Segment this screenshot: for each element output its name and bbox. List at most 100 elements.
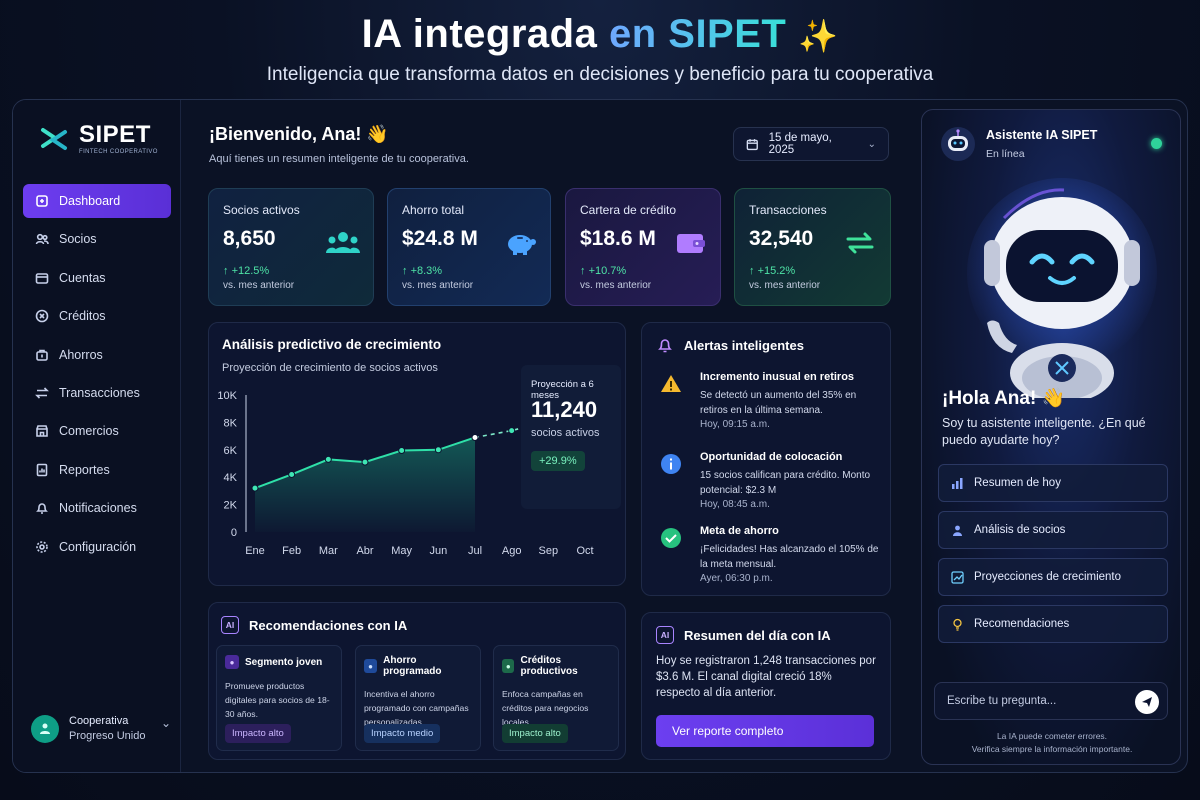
recommendation-card[interactable]: ● Créditos productivos Enfoca campañas e…: [493, 645, 619, 751]
alert-body: ¡Felicidades! Has alcanzado el 105% de l…: [700, 544, 879, 570]
brand-name: SIPET: [79, 120, 151, 148]
wallet-icon: [677, 234, 705, 253]
chart-subtitle: Proyección de crecimiento de socios acti…: [222, 362, 438, 374]
check-icon: [661, 528, 681, 548]
quick-action-label: Resumen de hoy: [974, 477, 1061, 489]
hero-title-part-a: IA integrada: [361, 12, 598, 56]
robot-mascot-illustration: [967, 178, 1157, 398]
assistant-intro: Soy tu asistente inteligente. ¿En qué pu…: [942, 416, 1146, 447]
lightbulb-icon: [953, 618, 962, 631]
hero-subtitle: Inteligencia que transforma datos en dec…: [266, 64, 934, 85]
impact-badge: Impacto medio: [364, 724, 441, 743]
x-tick-label: Ago: [502, 545, 522, 557]
sidebar-item-dashboard[interactable]: Dashboard: [23, 184, 171, 218]
logo[interactable]: SIPET FINTECH COOPERATIVO: [37, 122, 158, 156]
sidebar-item-label: Configuración: [59, 539, 137, 554]
quick-action-projections[interactable]: Proyecciones de crecimiento: [938, 558, 1168, 596]
sidebar-item-configuracion[interactable]: Configuración: [23, 530, 171, 564]
x-tick-label: Jun: [429, 545, 447, 557]
projection-value: 11,240: [531, 397, 598, 422]
x-tick-label: Oct: [576, 545, 593, 557]
data-point: [508, 427, 516, 435]
recommendation-title: Ahorro programado: [383, 655, 442, 677]
alert-item[interactable]: Oportunidad de colocación 15 socios cali…: [660, 451, 884, 515]
kpi-value: 32,540: [749, 227, 814, 250]
kpi-card-cartera[interactable]: Cartera de crédito $18.6 M ↑ +10.7% vs. …: [565, 188, 721, 306]
quick-action-summary[interactable]: Resumen de hoy: [938, 464, 1168, 502]
ai-disclaimer-line-2: Verifica siempre la información importan…: [971, 744, 1133, 754]
alert-item[interactable]: Incremento inusual en retiros Se detectó…: [660, 371, 884, 435]
alert-title: Meta de ahorro: [700, 525, 779, 537]
sidebar-item-label: Ahorros: [59, 347, 103, 362]
piggy-bank-icon: ●: [364, 659, 378, 673]
welcome-title: ¡Bienvenido, Ana! 👋: [209, 124, 389, 144]
bell-icon: [658, 339, 672, 353]
quick-action-label: Proyecciones de crecimiento: [974, 571, 1122, 583]
sidebar-item-label: Transacciones: [59, 385, 140, 400]
quick-action-label: Recomendaciones: [974, 618, 1070, 630]
kpi-comparison: vs. mes anterior: [580, 280, 652, 291]
projection-unit: socios activos: [531, 427, 600, 439]
recommendation-title: Créditos productivos: [520, 655, 578, 677]
kpi-card-ahorro[interactable]: Ahorro total $24.8 M ↑ +8.3% vs. mes ant…: [387, 188, 551, 306]
kpi-value: $24.8 M: [402, 227, 478, 250]
full-report-button[interactable]: Ver reporte completo: [656, 715, 874, 747]
x-tick-label: Feb: [282, 545, 301, 557]
kpi-value: $18.6 M: [580, 227, 656, 250]
alert-time: Hoy, 08:45 a.m.: [700, 499, 770, 510]
reports-icon: [36, 463, 48, 477]
person-icon: ●: [225, 655, 239, 669]
y-tick-label: 4K: [224, 472, 238, 484]
alert-title: Oportunidad de colocación: [700, 451, 843, 463]
recommendation-card[interactable]: ● Ahorro programado Incentiva el ahorro …: [355, 645, 481, 751]
assistant-name: Asistente IA SIPET: [986, 128, 1098, 142]
x-tick-label: Ene: [245, 545, 265, 557]
app-window: SIPET FINTECH COOPERATIVO Dashboard Soci…: [12, 99, 1188, 773]
savings-icon: [36, 349, 48, 361]
data-point: [288, 470, 296, 478]
arrow-up-icon: ↑: [580, 265, 589, 277]
organization-switcher[interactable]: Cooperativa Progreso Unido ⌄: [31, 714, 171, 744]
sidebar-item-label: Reportes: [59, 462, 110, 477]
info-icon: [661, 454, 681, 474]
quick-action-recommendations[interactable]: Recomendaciones: [938, 605, 1168, 643]
date-picker[interactable]: 15 de mayo, 2025 ⌄: [733, 127, 889, 161]
ai-assistant-panel: Asistente IA SIPET En línea: [921, 109, 1181, 765]
kpi-comparison: vs. mes anterior: [749, 280, 821, 291]
sidebar-item-label: Socios: [59, 232, 97, 247]
welcome-subtitle: Aquí tienes un resumen inteligente de tu…: [209, 153, 469, 165]
sidebar-item-label: Notificaciones: [59, 501, 137, 516]
sidebar-item-reportes[interactable]: Reportes: [23, 453, 171, 487]
sidebar-item-notificaciones[interactable]: Notificaciones: [23, 491, 171, 525]
kpi-label: Cartera de crédito: [580, 203, 677, 217]
assistant-chat-input[interactable]: Escribe tu pregunta...: [934, 682, 1168, 720]
data-point: [398, 446, 406, 454]
send-button[interactable]: [1135, 690, 1159, 714]
users-icon: [35, 234, 49, 245]
sidebar-item-creditos[interactable]: Créditos: [23, 299, 171, 333]
sidebar-item-cuentas[interactable]: Cuentas: [23, 261, 171, 295]
recommendation-card[interactable]: ● Segmento joven Promueve productos digi…: [216, 645, 342, 751]
kpi-comparison: vs. mes anterior: [223, 280, 295, 291]
sidebar-item-ahorros[interactable]: Ahorros: [23, 338, 171, 372]
recommendations-panel: AI Recomendaciones con IA ● Segmento jov…: [208, 602, 626, 760]
sidebar-item-socios[interactable]: Socios: [23, 222, 171, 256]
bell-icon: [36, 503, 48, 514]
hero-title: IA integrada en SIPET ✨: [0, 12, 1200, 57]
recommendation-title: Segmento joven: [245, 656, 323, 668]
data-point: [361, 458, 369, 466]
growth-line-chart[interactable]: 10K 8K 6K 4K 2K 0 Ene Feb Mar Abr May Jun Jul Ago Sep O…: [209, 378, 627, 578]
quick-action-members[interactable]: Análisis de socios: [938, 511, 1168, 549]
sidebar-item-transacciones[interactable]: Transacciones: [23, 376, 171, 410]
alert-body: 15 socios califican para crédito. Monto …: [700, 470, 871, 496]
kpi-card-transacciones[interactable]: Transacciones 32,540 ↑ +15.2% vs. mes an…: [734, 188, 891, 306]
growth-chart-panel: Análisis predictivo de crecimiento Proye…: [208, 322, 626, 586]
alert-item[interactable]: Meta de ahorro ¡Felicidades! Has alcanza…: [660, 525, 884, 589]
exchange-icon: [846, 232, 874, 254]
summary-body: Hoy se registraron 1,248 transacciones p…: [656, 655, 876, 699]
credits-icon: [35, 309, 49, 323]
sidebar-item-comercios[interactable]: Comercios: [23, 414, 171, 448]
sipet-logo-icon: [41, 128, 67, 150]
chevron-down-icon: ⌄: [160, 716, 171, 730]
kpi-card-socios[interactable]: Socios activos 8,650 ↑ +12.5% vs. mes an…: [208, 188, 374, 306]
